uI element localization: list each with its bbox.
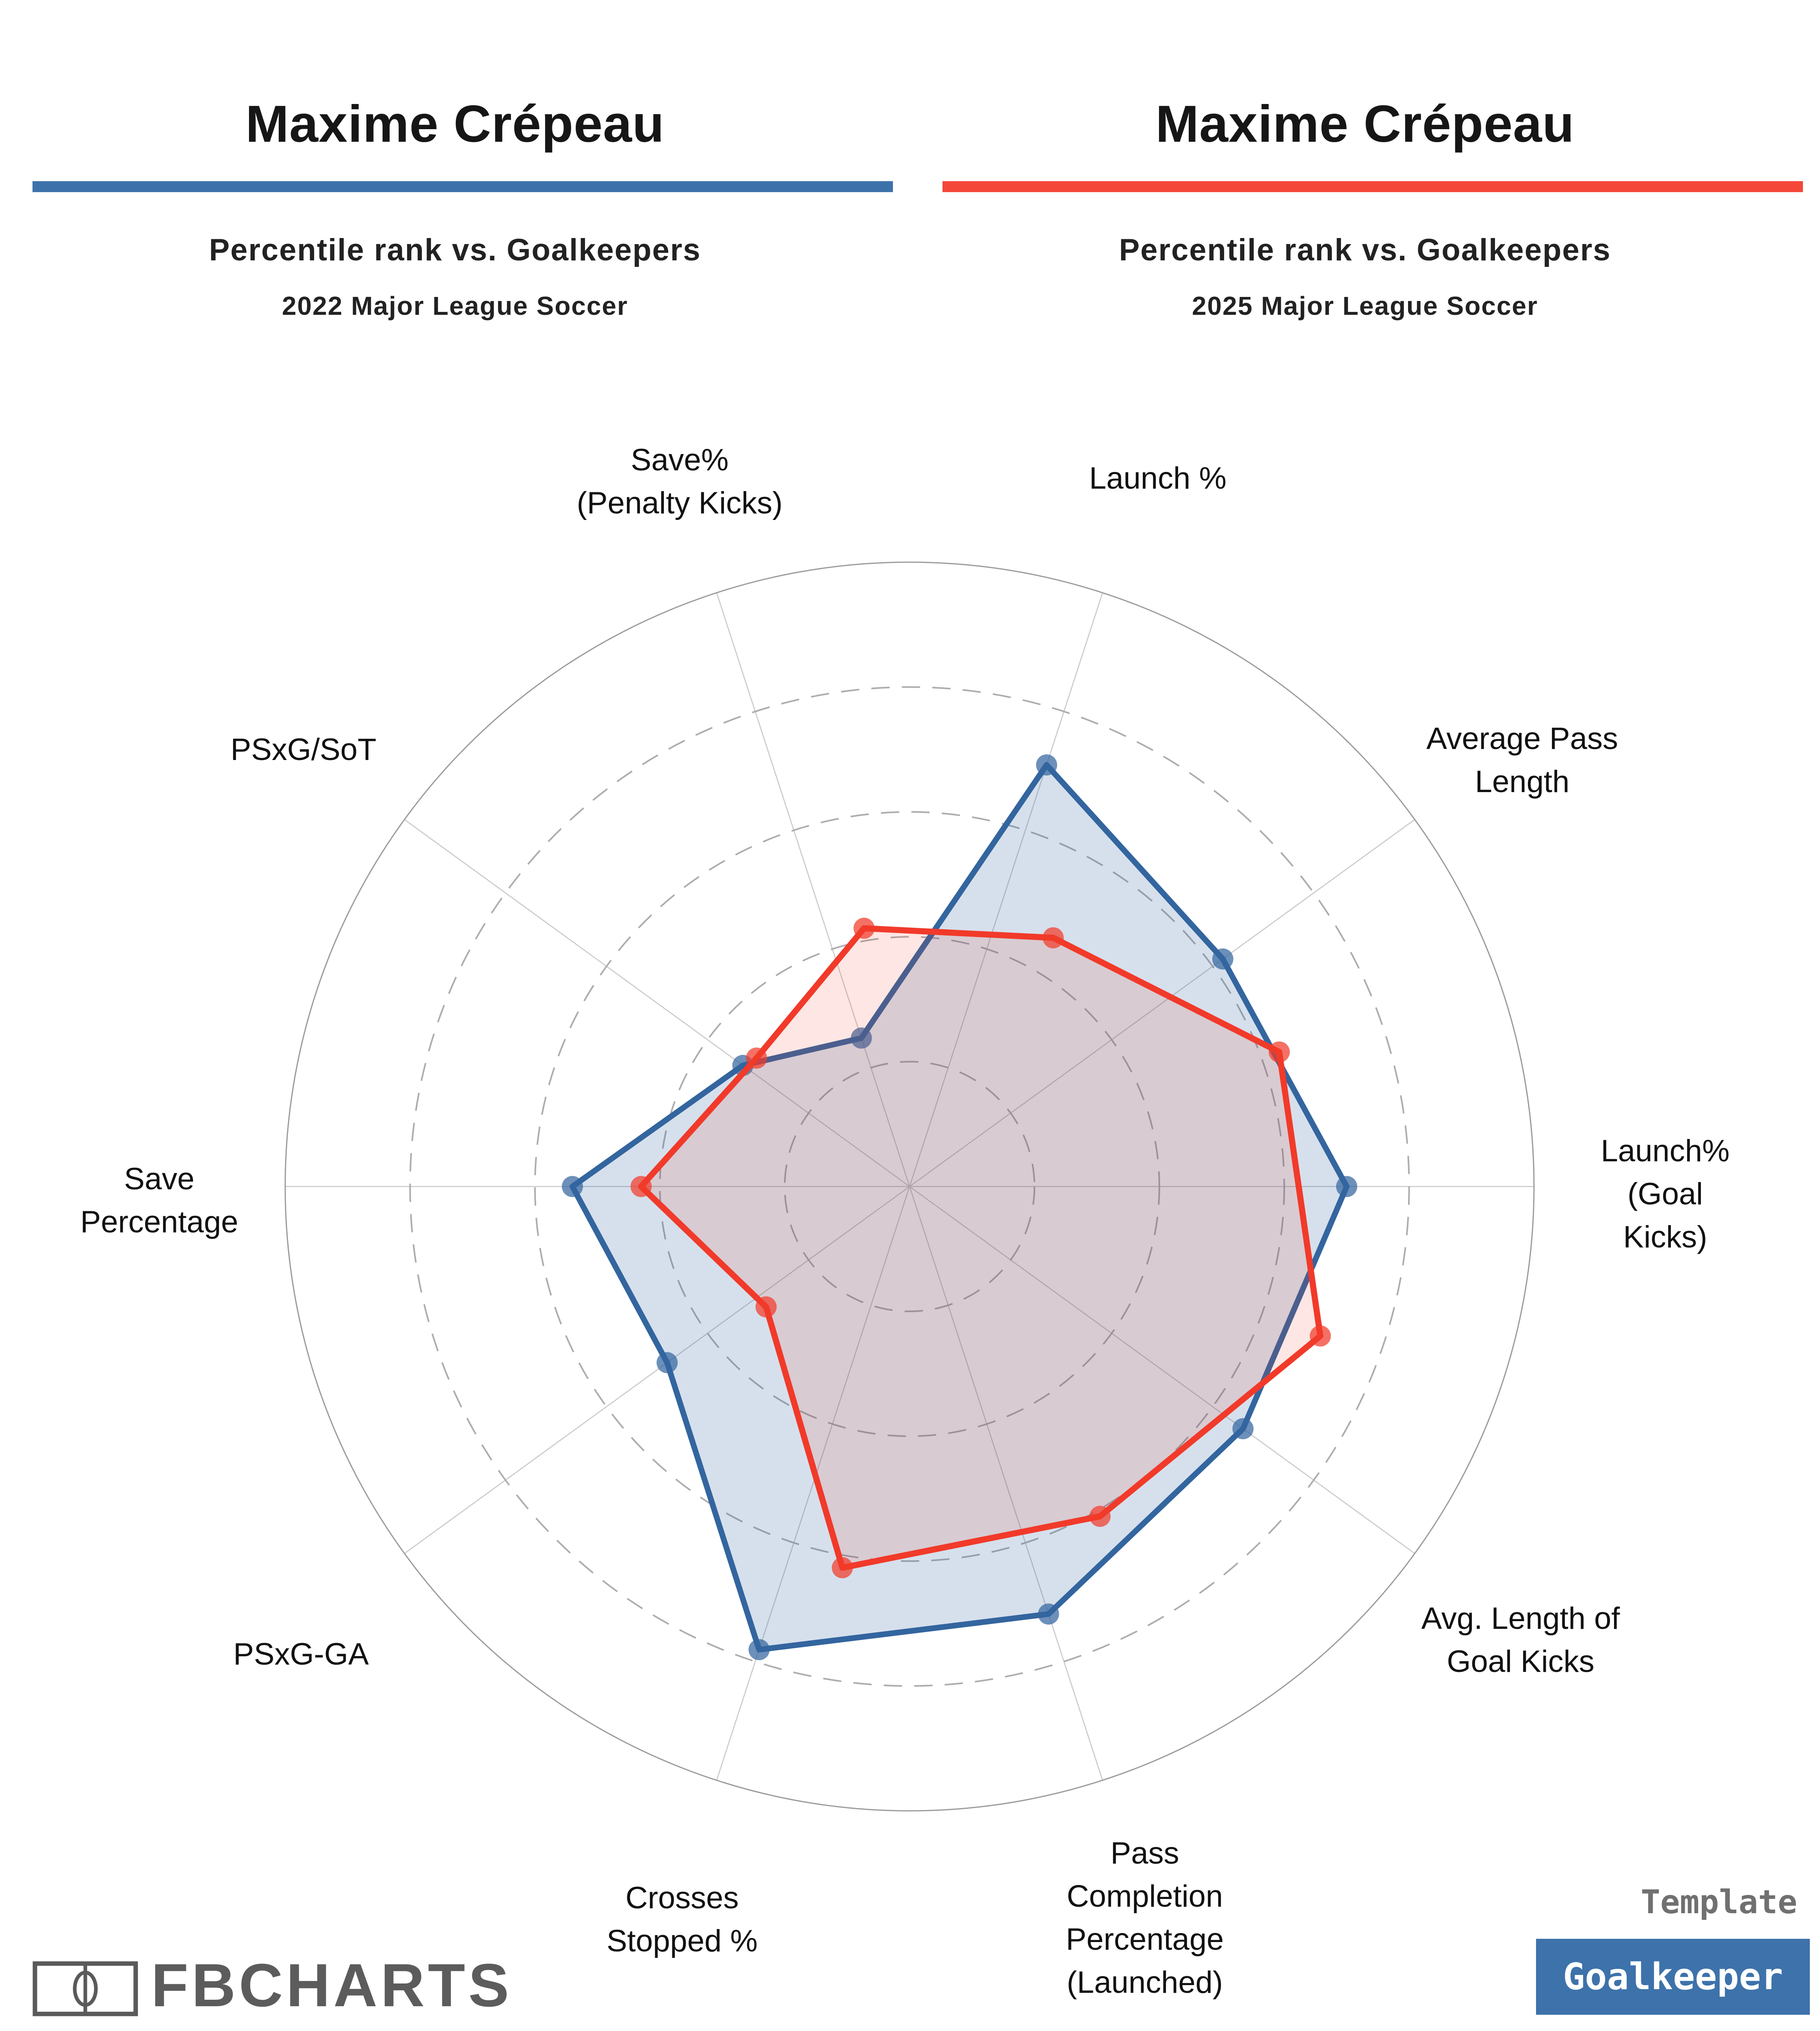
subtitle-left: Percentile rank vs. Goalkeepers bbox=[209, 233, 701, 267]
subtitle-right: Percentile rank vs. Goalkeepers bbox=[1119, 233, 1611, 267]
radar-axis-line bbox=[404, 1186, 910, 1554]
season-right: 2025 Major League Soccer bbox=[1192, 291, 1538, 320]
brand-logo-text: FBCHARTS bbox=[151, 1951, 512, 2019]
radar-point-2022 bbox=[1038, 1603, 1059, 1625]
radar-axis-line bbox=[909, 1186, 1415, 1554]
season-left: 2022 Major League Soccer bbox=[282, 291, 628, 320]
radar-axis-line bbox=[404, 819, 910, 1187]
radar-gridline-outer bbox=[284, 561, 1535, 1812]
radar-point-2022 bbox=[1232, 1418, 1254, 1440]
radar-point-2022 bbox=[1036, 754, 1057, 776]
page-title-left: Maxime Crépeau bbox=[245, 95, 665, 153]
goalkeeper-template-button-label: Goalkeeper bbox=[1563, 1955, 1783, 1998]
radar-axis-line bbox=[909, 592, 1103, 1187]
page-title-right: Maxime Crépeau bbox=[1155, 95, 1575, 153]
radar-axis-line bbox=[909, 1186, 1103, 1781]
radar-point-2025 bbox=[832, 1557, 853, 1578]
radar-point-2025 bbox=[1310, 1325, 1331, 1347]
radar-point-2022 bbox=[748, 1639, 770, 1661]
pitch-icon bbox=[32, 1961, 138, 2016]
template-label: Template bbox=[1640, 1883, 1797, 1921]
radar-gridline-dashed bbox=[784, 1061, 1036, 1312]
radar-point-2022 bbox=[1212, 948, 1233, 970]
radar-point-2022 bbox=[656, 1352, 678, 1373]
radar-point-2025 bbox=[1268, 1041, 1290, 1063]
radar-point-2025 bbox=[853, 918, 875, 939]
radar-point-2025 bbox=[755, 1296, 777, 1318]
radar-point-2025 bbox=[1089, 1505, 1111, 1527]
radar-point-2025 bbox=[746, 1047, 767, 1069]
accent-bar-left bbox=[32, 181, 893, 192]
radar-point-2025 bbox=[630, 1176, 652, 1197]
accent-bar-right bbox=[942, 181, 1803, 192]
radar-point-2022 bbox=[851, 1027, 872, 1049]
radar-gridline-dashed bbox=[659, 936, 1160, 1437]
radar-polygon-2025 bbox=[638, 925, 1324, 1571]
goalkeeper-template-button[interactable]: Goalkeeper bbox=[1536, 1939, 1810, 2015]
radar-point-2022 bbox=[1336, 1176, 1357, 1197]
radar-point-2025 bbox=[1042, 927, 1064, 948]
credit-line: @fbcharts | Data: Opta/FBref bbox=[1256, 2029, 1804, 2031]
radar-gridline-dashed bbox=[409, 686, 1410, 1687]
radar-axis-line bbox=[716, 592, 910, 1187]
radar-axis-line bbox=[716, 1186, 910, 1781]
radar-point-2022 bbox=[562, 1176, 583, 1197]
radar-axis-line bbox=[909, 819, 1415, 1187]
radar-gridline-dashed bbox=[534, 811, 1285, 1562]
